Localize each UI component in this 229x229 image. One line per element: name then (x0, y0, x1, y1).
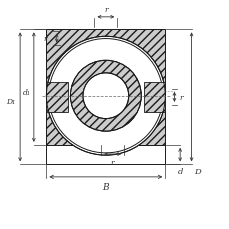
Text: d₁: d₁ (23, 88, 31, 96)
Circle shape (46, 37, 165, 155)
Text: D: D (193, 167, 200, 175)
Text: D₁: D₁ (6, 98, 16, 106)
Text: r: r (110, 158, 114, 166)
Polygon shape (46, 83, 68, 112)
Polygon shape (49, 83, 68, 112)
Circle shape (83, 74, 128, 119)
Text: r: r (43, 35, 47, 43)
Text: r: r (104, 6, 107, 14)
Circle shape (70, 61, 141, 132)
Polygon shape (143, 83, 165, 112)
Polygon shape (46, 145, 165, 165)
Text: r: r (179, 93, 182, 101)
Text: B: B (102, 182, 109, 191)
Polygon shape (143, 83, 162, 112)
Polygon shape (46, 30, 165, 145)
Text: d: d (177, 167, 182, 175)
